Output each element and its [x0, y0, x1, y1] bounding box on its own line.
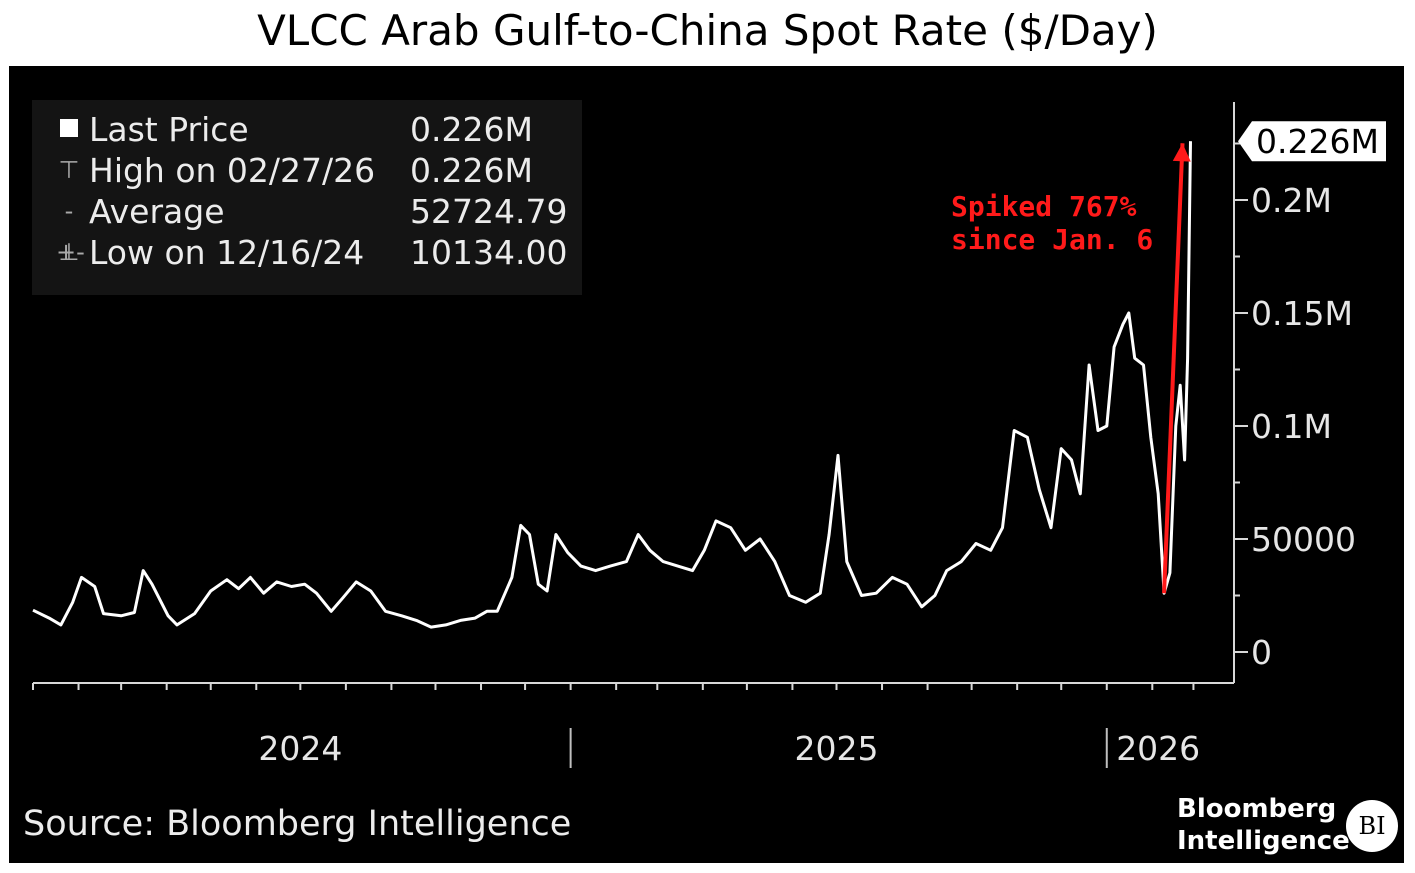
legend-value: 0.226M	[410, 151, 533, 190]
annotation-text-line-2: since Jan. 6	[951, 223, 1153, 256]
legend-value: 52724.79	[410, 192, 568, 231]
y-tick-label: 50000	[1251, 520, 1356, 559]
bi-badge-icon: BI	[1346, 800, 1398, 852]
annotation-layer: 0.226M Spiked 767%since Jan. 6	[951, 121, 1386, 594]
x-tick-label: 2025	[794, 729, 878, 768]
y-tick-label: 0.1M	[1251, 407, 1332, 446]
square-icon	[56, 109, 82, 150]
source-note: Source: Bloomberg Intelligence	[23, 804, 572, 844]
legend-value: 0.226M	[410, 110, 533, 149]
y-tick-label: 0.2M	[1251, 181, 1332, 220]
axes: 2024 2025 2026 0 50000 0.1M 0.15M 0.2M	[32, 102, 1356, 768]
annotation-text-line-1: Spiked 767%	[951, 190, 1137, 223]
y-tick-label: 0.15M	[1251, 294, 1353, 333]
y-tick-label: 0	[1251, 633, 1272, 672]
annotation-arrow-shaft	[1162, 143, 1185, 594]
legend-label: Average	[89, 192, 225, 231]
line-chart: 2024 2025 2026 0 50000 0.1M 0.15M 0.2M 0.226M Sp…	[32, 102, 1386, 768]
legend-row-last-price: Last Price 0.226M	[32, 109, 582, 150]
brand-line-1: Bloomberg	[1177, 794, 1337, 824]
low-marker-icon: ⊥	[58, 238, 80, 266]
legend-row-low: ⊥ Low on 12/16/24 10134.00	[32, 232, 582, 273]
legend: Last Price 0.226M ⊤ High on 02/27/26 0.2…	[32, 100, 582, 295]
legend-label: Low on 12/16/24	[89, 233, 365, 272]
series-line	[32, 141, 1192, 629]
annotation-arrow-head	[1172, 143, 1191, 162]
legend-label: High on 02/27/26	[89, 151, 376, 190]
last-value-text: 0.226M	[1256, 122, 1379, 161]
x-tick-label: 2026	[1116, 729, 1200, 768]
high-marker-icon: ⊤	[58, 156, 80, 184]
legend-value: 10134.00	[410, 233, 568, 272]
plot-area	[32, 141, 1192, 629]
last-value-tag	[1238, 121, 1386, 162]
legend-row-average: -+- Average 52724.79	[32, 191, 582, 266]
chart-title: VLCC Arab Gulf-to-China Spot Rate ($/Day…	[257, 6, 1158, 55]
brand-line-2: Intelligence	[1177, 826, 1350, 856]
chart-panel: 2024 2025 2026 0 50000 0.1M 0.15M 0.2M 0.226M Sp…	[9, 66, 1404, 863]
legend-label: Last Price	[89, 110, 249, 149]
x-tick-label: 2024	[258, 729, 342, 768]
brand-logo: Bloomberg Intelligence	[1177, 793, 1350, 857]
average-marker-icon: -+-	[56, 197, 85, 266]
legend-row-high: ⊤ High on 02/27/26 0.226M	[32, 150, 582, 191]
